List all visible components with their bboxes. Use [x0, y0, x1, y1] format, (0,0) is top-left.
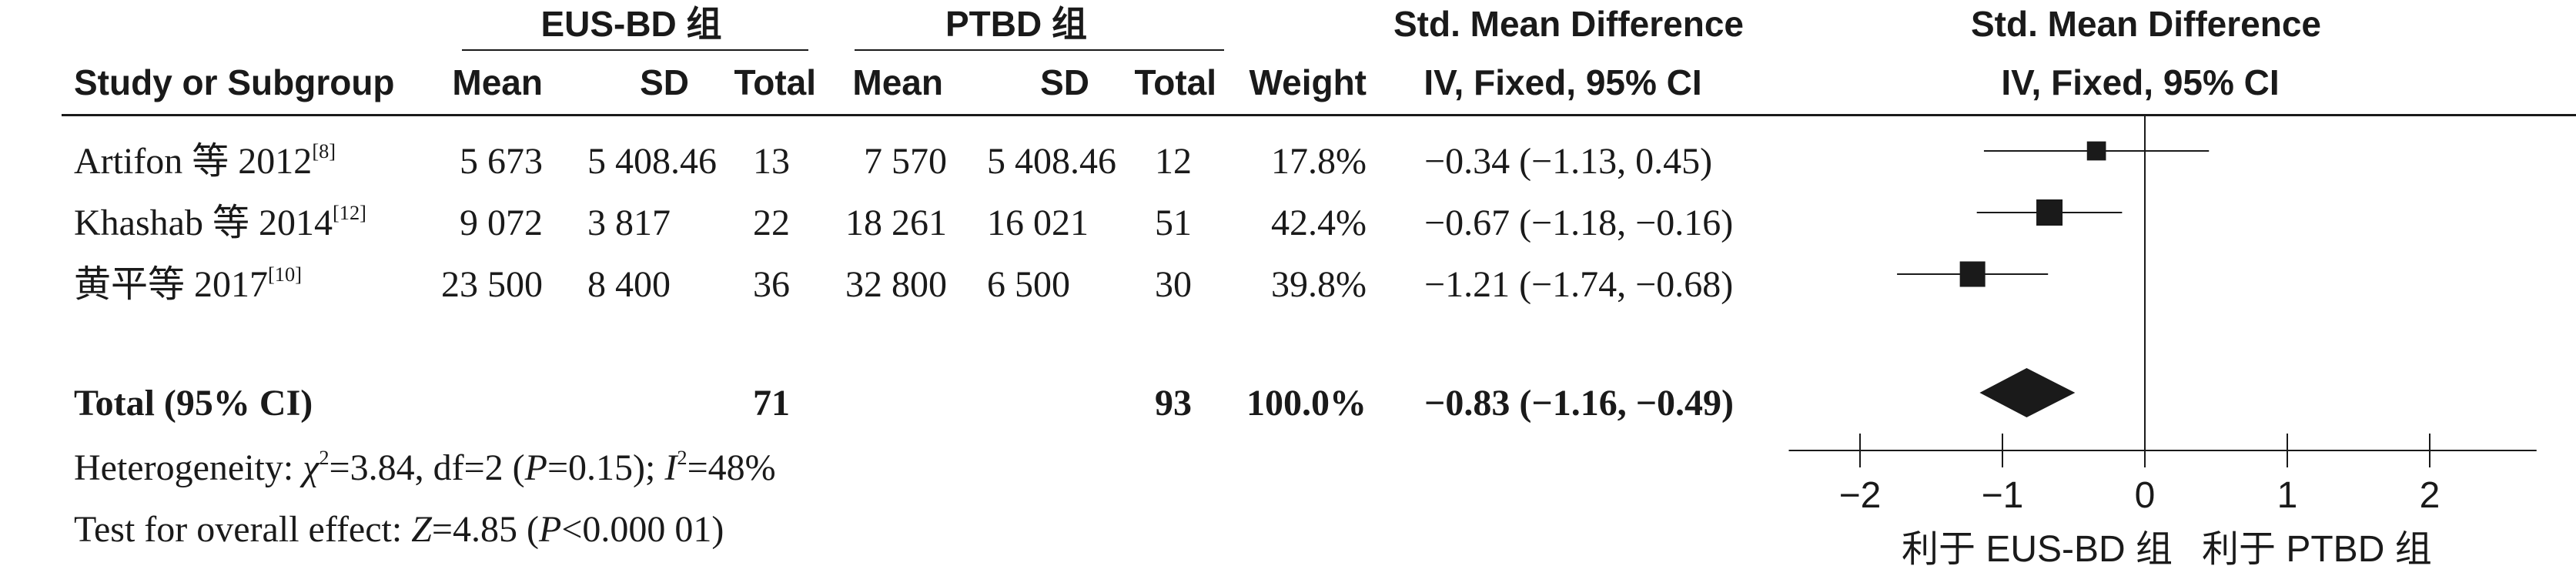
- study-total1: 22: [753, 203, 790, 243]
- study-total1: 13: [753, 141, 790, 182]
- col-sd2-header: SD: [1040, 62, 1089, 102]
- study-total2: 12: [1155, 141, 1192, 182]
- total1-value: 71: [753, 383, 790, 424]
- col-study-header: Study or Subgroup: [74, 62, 395, 102]
- group1-header: EUS-BD 组: [540, 4, 722, 44]
- study-sd2: 16 021: [987, 203, 1089, 243]
- pooled-effect-diamond: [1979, 368, 2076, 417]
- favours-left-label: 利于 EUS-BD 组: [1902, 529, 2173, 570]
- study-name: 黄平等 2017[10]: [74, 263, 302, 305]
- study-sd2: 6 500: [987, 264, 1070, 305]
- favours-right-label: 利于 PTBD 组: [2202, 529, 2432, 570]
- study-mean2: 18 261: [845, 203, 947, 243]
- header-separator: [62, 114, 2576, 116]
- col-method-plot-header: IV, Fixed, 95% CI: [2001, 62, 2280, 102]
- study-name: Khashab 等 2014[12]: [74, 201, 366, 243]
- study-ci-text: −0.67 (−1.18, −0.16): [1424, 203, 1734, 243]
- study-total1: 36: [753, 264, 790, 305]
- study-total2: 30: [1155, 264, 1192, 305]
- col-total1-header: Total: [734, 62, 816, 102]
- x-tick-label: 0: [2135, 475, 2156, 516]
- study-total2: 51: [1155, 203, 1192, 243]
- study-weight: 39.8%: [1271, 264, 1367, 305]
- x-tick-label: 1: [2277, 475, 2298, 516]
- study-effect-square: [2086, 141, 2106, 161]
- study-sd1: 3 817: [587, 203, 671, 243]
- study-mean2: 32 800: [845, 264, 947, 305]
- study-ci-text: −0.34 (−1.13, 0.45): [1424, 141, 1713, 182]
- x-tick-label: −1: [1982, 475, 2024, 516]
- col-total2-header: Total: [1134, 62, 1216, 102]
- group2-underline: [855, 49, 1224, 51]
- smd-title-plot: Std. Mean Difference: [1971, 4, 2321, 44]
- total-weight: 100.0%: [1246, 383, 1367, 424]
- study-mean2: 7 570: [864, 141, 947, 182]
- study-name: Artifon 等 2012[8]: [74, 139, 336, 182]
- study-sd2: 5 408.46: [987, 141, 1116, 182]
- smd-title: Std. Mean Difference: [1393, 4, 1744, 44]
- study-sd1: 8 400: [587, 264, 671, 305]
- study-sd1: 5 408.46: [587, 141, 717, 182]
- col-method-header: IV, Fixed, 95% CI: [1423, 62, 1702, 102]
- x-tick-label: −2: [1839, 475, 1882, 516]
- group1-underline: [462, 49, 808, 51]
- col-mean2-header: Mean: [852, 62, 943, 102]
- study-mean1: 23 500: [441, 264, 543, 305]
- study-effect-square: [2036, 199, 2063, 226]
- x-tick-label: 2: [2420, 475, 2441, 516]
- col-weight-header: Weight: [1249, 62, 1367, 102]
- study-mean1: 9 072: [460, 203, 543, 243]
- col-mean1-header: Mean: [452, 62, 543, 102]
- heterogeneity-text: Heterogeneity: χ2=3.84, df=2 (P=0.15); I…: [74, 446, 776, 488]
- col-sd1-header: SD: [640, 62, 689, 102]
- study-mean1: 5 673: [460, 141, 543, 182]
- study-weight: 17.8%: [1271, 141, 1367, 182]
- study-ci-text: −1.21 (−1.74, −0.68): [1424, 264, 1734, 305]
- overall-effect-text: Test for overall effect: Z=4.85 (P<0.000…: [74, 509, 724, 550]
- study-weight: 42.4%: [1271, 203, 1367, 243]
- total-label: Total (95% CI): [74, 383, 313, 424]
- total-ci-text: −0.83 (−1.16, −0.49): [1424, 383, 1735, 424]
- group2-header: PTBD 组: [945, 4, 1087, 44]
- total2-value: 93: [1155, 383, 1192, 424]
- study-effect-square: [1959, 261, 1986, 287]
